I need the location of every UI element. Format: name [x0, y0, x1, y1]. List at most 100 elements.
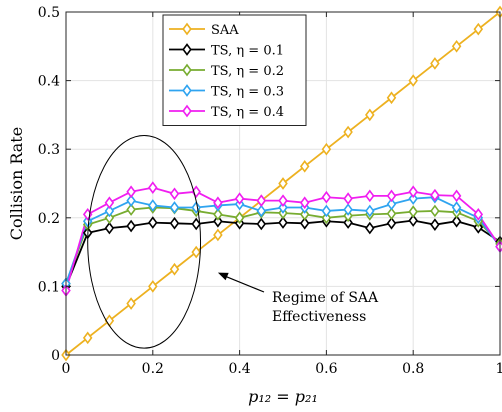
- x-tick-label-0: 0: [62, 361, 71, 377]
- series-0-point-7: [213, 228, 223, 242]
- legend-label-1: TS, η = 0.1: [211, 44, 284, 59]
- x-tick-label-5: 1: [496, 361, 502, 377]
- series-1-point-4: [148, 216, 158, 229]
- series-4-point-14: [365, 189, 375, 203]
- y-tick-label-3: 0.3: [38, 142, 60, 158]
- series-1-point-3: [126, 219, 136, 233]
- series-1-point-11: [299, 216, 310, 230]
- legend-marker-2: [182, 63, 192, 77]
- series-2-point-16: [408, 205, 418, 218]
- series-0-point-4: [148, 280, 158, 293]
- series-4-point-8: [234, 192, 245, 205]
- series-1-point-9: [256, 217, 267, 231]
- x-tick-label-1: 0.2: [142, 361, 164, 377]
- series-3-point-2: [104, 204, 115, 218]
- series-0-point-1: [82, 331, 93, 345]
- series-4-point-2: [104, 196, 115, 210]
- annotation-text-line-2: Effectiveness: [272, 309, 366, 325]
- series-4-point-11: [299, 196, 310, 210]
- series-0-point-3: [126, 297, 136, 310]
- annotation-text-line-1: Regime of SAA: [272, 290, 379, 306]
- series-2-point-8: [234, 211, 245, 225]
- series-3-point-1: [82, 214, 93, 228]
- series-0-point-10: [278, 177, 288, 190]
- series-4-point-3: [126, 185, 136, 199]
- series-1-point-13: [343, 216, 353, 229]
- series-3-point-4: [148, 199, 158, 212]
- series-3-point-12: [321, 204, 332, 218]
- annotation-arrowhead: [217, 272, 229, 281]
- series-4-point-7: [213, 196, 223, 210]
- series-4-point-4: [148, 181, 158, 194]
- series-1-point-17: [430, 218, 440, 231]
- series-2-point-7: [213, 208, 223, 221]
- series-1-point-6: [191, 217, 201, 231]
- series-4-point-18: [451, 189, 462, 203]
- legend-marker-1: [182, 43, 192, 56]
- series-3-point-10: [278, 201, 288, 214]
- series-3-point-5: [169, 201, 180, 214]
- series-0-point-12: [321, 142, 332, 156]
- series-1-point-5: [169, 216, 180, 230]
- series-1-point-18: [451, 214, 462, 228]
- x-tick-label-3: 0.6: [315, 361, 337, 377]
- series-3-point-18: [451, 201, 462, 214]
- legend-marker-0: [182, 22, 192, 36]
- series-0-point-15: [386, 91, 397, 105]
- series-4-point-10: [278, 194, 288, 207]
- legend-label-4: TS, η = 0.4: [211, 105, 284, 120]
- annotation-arrow: [223, 275, 265, 293]
- series-0-point-17: [430, 57, 440, 70]
- annotation: Regime of SAA Effectiveness: [87, 134, 379, 349]
- series-4-point-16: [408, 185, 418, 199]
- legend-label-0: SAA: [211, 23, 239, 38]
- series-4-point-19: [473, 208, 484, 221]
- legend-label-2: TS, η = 0.2: [211, 64, 284, 79]
- series-4-point-13: [343, 192, 353, 205]
- legend: SAA TS, η = 0.1 TS, η = 0.2 TS, η = 0.3 TS, …: [162, 14, 307, 126]
- x-tick-label-2: 0.4: [228, 361, 250, 377]
- y-tick-label-1: 0.1: [38, 279, 60, 295]
- series-1-point-7: [213, 214, 223, 228]
- series-3-point-13: [343, 203, 353, 216]
- x-axis-label: p₁₂ = p₂₁: [248, 387, 318, 406]
- legend-marker-4: [182, 104, 192, 118]
- series-1-point-14: [365, 221, 375, 235]
- series-3-point-14: [365, 204, 375, 218]
- series-0-point-6: [191, 245, 201, 259]
- series-4-point-12: [321, 190, 332, 204]
- series-2-point-12: [321, 211, 332, 225]
- series-2-point-17: [430, 204, 440, 218]
- series-4-point-5: [169, 187, 180, 201]
- series-markers: [61, 5, 502, 362]
- series-1-point-2: [104, 221, 115, 235]
- y-tick-label-2: 0.2: [38, 211, 60, 227]
- series-1-point-10: [278, 216, 288, 229]
- series-2-point-15: [386, 207, 397, 221]
- series-1-point-16: [408, 214, 418, 227]
- series-0-point-14: [365, 108, 375, 122]
- plot-area-frame: [65, 11, 501, 356]
- y-tick-label-0: 0: [51, 348, 60, 364]
- legend-marker-3: [182, 84, 192, 97]
- series-0-point-18: [451, 39, 462, 53]
- y-tick-label-4: 0.4: [38, 74, 60, 90]
- series-2-point-11: [299, 208, 310, 221]
- series-4-point-17: [430, 188, 440, 202]
- legend-label-3: TS, η = 0.3: [211, 85, 284, 100]
- series-2-point-2: [104, 211, 115, 225]
- series-1-point-15: [386, 216, 397, 230]
- series-3-point-16: [408, 192, 418, 205]
- axis-ticks: [65, 11, 501, 356]
- series-0-point-19: [473, 22, 484, 36]
- series-4-point-15: [386, 189, 397, 203]
- y-axis-label: Collision Rate: [7, 127, 26, 240]
- series-3-point-9: [256, 204, 267, 218]
- series-0-point-5: [169, 262, 180, 276]
- series-3-point-15: [386, 197, 397, 211]
- x-tick-label-4: 0.8: [402, 361, 424, 377]
- series-0-point-11: [299, 160, 310, 173]
- axis-tick-labels: 0 0.2 0.4 0.6 0.8 1 0 0.1 0.2 0.3 0.4 0.5: [38, 5, 502, 377]
- series-2-point-3: [126, 203, 136, 216]
